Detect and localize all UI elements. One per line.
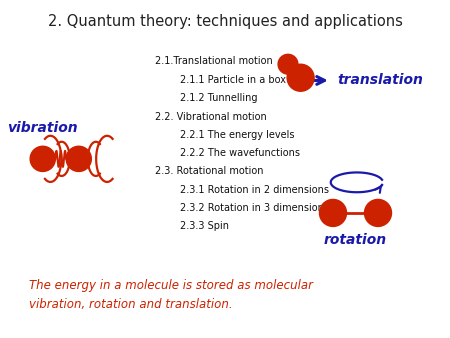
Text: 2.3. Rotational motion: 2.3. Rotational motion [155,166,264,176]
Text: vibration, rotation and translation.: vibration, rotation and translation. [29,298,233,311]
Text: 2.2.1 The energy levels: 2.2.1 The energy levels [180,130,294,140]
Text: 2.2. Vibrational motion: 2.2. Vibrational motion [155,112,267,122]
Ellipse shape [364,199,392,226]
Ellipse shape [287,64,314,91]
Text: 2.1.Translational motion: 2.1.Translational motion [155,56,273,66]
Text: 2. Quantum theory: techniques and applications: 2. Quantum theory: techniques and applic… [48,15,402,29]
Text: 2.3.3 Spin: 2.3.3 Spin [180,221,229,231]
Text: 2.3.2 Rotation in 3 dimensions: 2.3.2 Rotation in 3 dimensions [180,203,329,213]
Ellipse shape [278,54,298,74]
Ellipse shape [30,146,55,171]
Ellipse shape [66,146,91,171]
Text: 2.3.1 Rotation in 2 dimensions: 2.3.1 Rotation in 2 dimensions [180,185,329,195]
Text: 2.1.2 Tunnelling: 2.1.2 Tunnelling [180,93,257,103]
Text: The energy in a molecule is stored as molecular: The energy in a molecule is stored as mo… [29,279,313,292]
Text: translation: translation [338,73,423,88]
Ellipse shape [320,199,346,226]
Text: 2.2.2 The wavefunctions: 2.2.2 The wavefunctions [180,148,300,158]
Text: 2.1.1 Particle in a box: 2.1.1 Particle in a box [180,75,286,86]
Text: vibration: vibration [8,121,78,136]
Text: rotation: rotation [324,233,387,247]
